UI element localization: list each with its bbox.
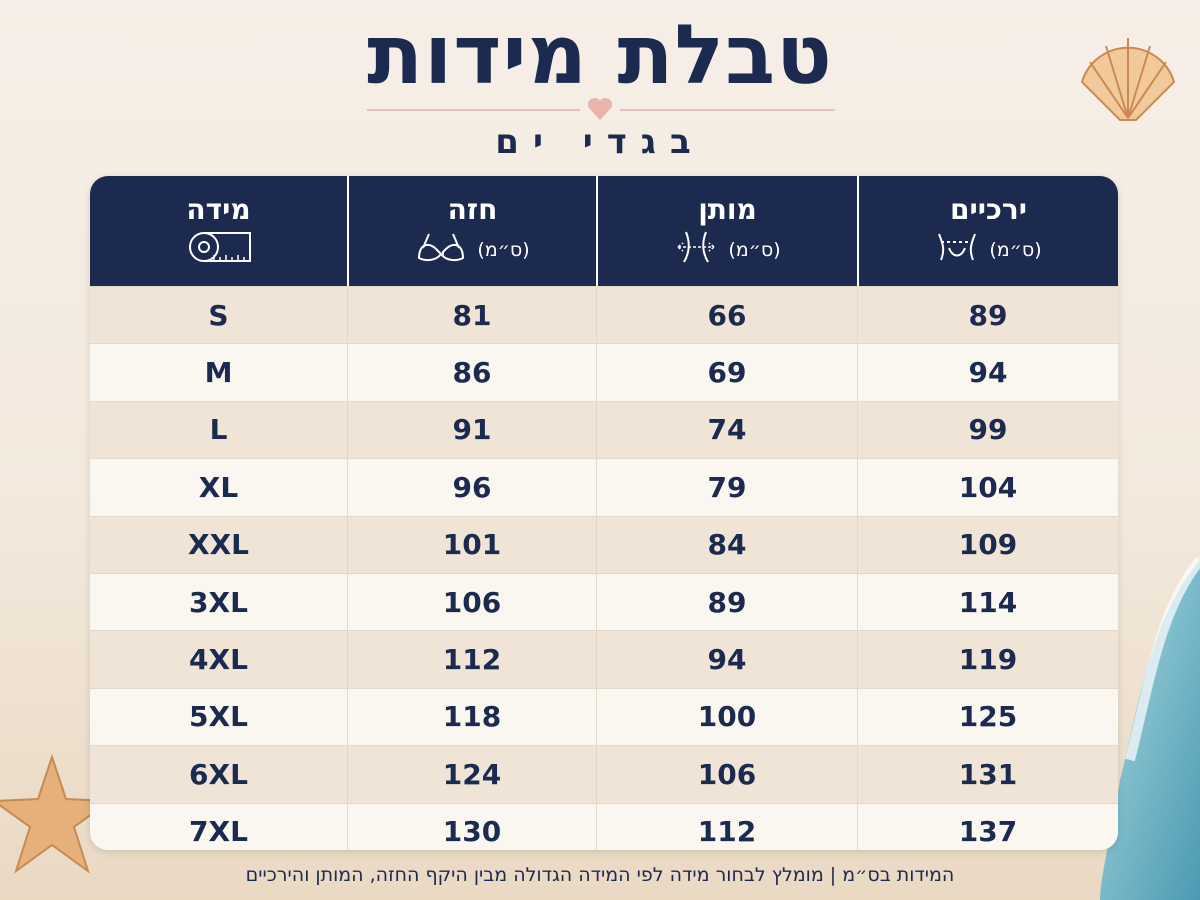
table-row: 119 94 112 4XL — [90, 630, 1118, 688]
table-cell: XL — [198, 470, 239, 504]
table-row: 104 79 96 XL — [90, 458, 1118, 516]
table-cell: 91 — [347, 401, 596, 459]
table-cell: 74 — [596, 401, 857, 459]
table-row: 94 69 86 M — [90, 343, 1118, 401]
column-unit: (ס״מ) — [989, 238, 1042, 261]
column-sub — [184, 230, 254, 269]
table-cell: 96 — [347, 459, 596, 516]
table-cell: S — [208, 298, 229, 332]
table-cell: 114 — [857, 573, 1118, 631]
column-name: מותן — [698, 193, 757, 226]
column-unit: (ס״מ) — [477, 238, 530, 261]
header-cell: מותן (ס״מ) — [596, 176, 857, 286]
heart — [587, 97, 613, 120]
table-cell: 89 — [596, 573, 857, 631]
column-name: מידה — [186, 193, 251, 226]
table-cell: 100 — [596, 688, 857, 746]
table-cell: 118 — [347, 688, 596, 746]
column-sub: (ס״מ) — [415, 230, 530, 269]
subtitle: בגדי ים — [495, 122, 705, 162]
table-cell: 6XL — [189, 757, 248, 791]
table-cell: 7XL — [189, 815, 248, 849]
table-row: 125 100 118 5XL — [90, 687, 1118, 746]
table-cell: 119 — [857, 631, 1118, 688]
table-row: 137 112 130 7XL — [90, 802, 1118, 850]
table-cell: 106 — [347, 573, 596, 631]
header-row: ירכיים (ס״מ) מותן (ס״מ) חזה (ס״מ) מידה — [90, 176, 1118, 286]
table-row: 109 84 101 XXL — [90, 515, 1118, 573]
header-cell: ירכיים (ס״מ) — [857, 176, 1118, 286]
seashell — [1080, 38, 1176, 121]
table-cell: 137 — [857, 803, 1118, 850]
table-cell: 109 — [857, 516, 1118, 573]
table-cell: 86 — [347, 344, 596, 401]
table-cell: 112 — [596, 803, 857, 850]
header-cell: חזה (ס״מ) — [347, 176, 596, 286]
header-cell: מידה — [90, 176, 347, 286]
table-cell: 104 — [857, 459, 1118, 516]
table-cell: 5XL — [189, 700, 248, 734]
foam — [1125, 556, 1200, 762]
table-cell: 112 — [347, 631, 596, 688]
table-cell: 89 — [857, 287, 1118, 344]
size-table: ירכיים (ס״מ) מותן (ס״מ) חזה (ס״מ) מידה 89 66 81 S 9… — [90, 176, 1118, 850]
table-cell: 101 — [347, 516, 596, 573]
table-cell: 131 — [857, 746, 1118, 803]
table-cell: 81 — [347, 287, 596, 344]
table-cell: 130 — [347, 803, 596, 850]
table-cell: 69 — [596, 344, 857, 401]
column-name: חזה — [447, 193, 498, 226]
table-cell: 125 — [857, 688, 1118, 746]
table-cell: M — [204, 356, 233, 390]
column-sub: (ס״מ) — [935, 230, 1042, 269]
table-cell: 84 — [596, 516, 857, 573]
table-cell: 94 — [857, 344, 1118, 401]
table-cell: 66 — [596, 287, 857, 344]
column-icon — [415, 230, 467, 269]
table-row: 89 66 81 S — [90, 286, 1118, 344]
column-name: ירכיים — [950, 193, 1027, 226]
title: טבלת מידות — [367, 8, 833, 103]
sea — [1100, 560, 1200, 900]
column-icon — [935, 230, 979, 269]
footer-note: המידות בס״מ | מומלץ לבחור מידה לפי המידה… — [245, 864, 955, 886]
column-icon — [184, 230, 254, 269]
table-cell: L — [209, 413, 228, 447]
column-unit: (ס״מ) — [728, 238, 781, 261]
table-cell: 3XL — [189, 585, 248, 619]
table-cell: 124 — [347, 746, 596, 803]
table-row: 114 89 106 3XL — [90, 572, 1118, 631]
table-cell: 106 — [596, 746, 857, 803]
table-cell: 99 — [857, 401, 1118, 459]
column-icon — [674, 230, 718, 269]
column-sub: (ס״מ) — [674, 230, 781, 269]
table-cell: 94 — [596, 631, 857, 688]
table-cell: XXL — [187, 528, 250, 562]
table-row: 99 74 91 L — [90, 400, 1118, 459]
table-cell: 4XL — [189, 643, 248, 677]
table-cell: 79 — [596, 459, 857, 516]
table-row: 131 106 124 6XL — [90, 745, 1118, 803]
